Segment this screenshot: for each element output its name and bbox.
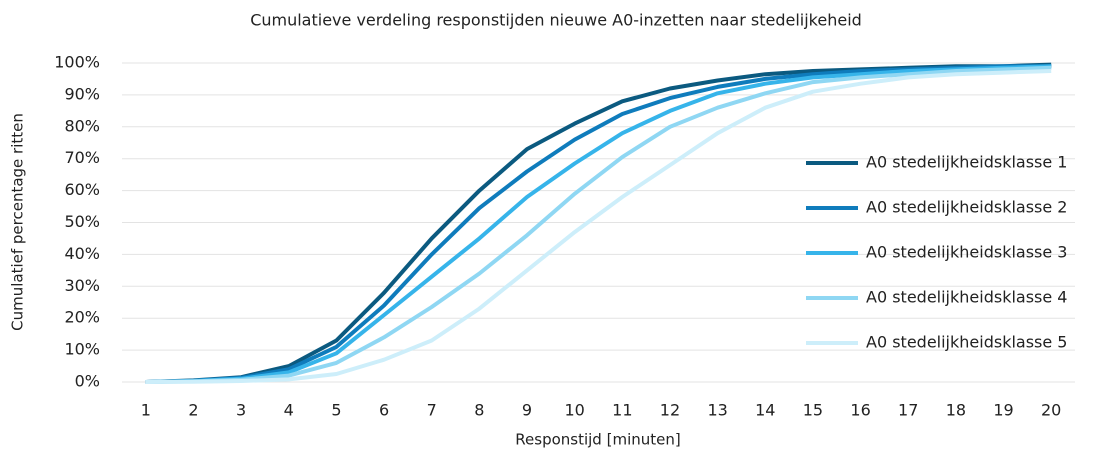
x-tick-label: 20: [1041, 401, 1061, 420]
x-tick-label: 19: [993, 401, 1013, 420]
x-tick-label: 7: [427, 401, 437, 420]
y-tick-label: 100%: [54, 53, 100, 72]
x-tick-label: 12: [660, 401, 680, 420]
legend-label: A0 stedelijkheidsklasse 3: [866, 243, 1067, 262]
x-tick-label: 15: [803, 401, 823, 420]
legend-label: A0 stedelijkheidsklasse 1: [866, 153, 1067, 172]
series-line: [145, 69, 1052, 384]
y-tick-label: 60%: [64, 180, 100, 199]
y-tick-label: 40%: [64, 244, 100, 263]
legend-label: A0 stedelijkheidsklasse 4: [866, 288, 1067, 307]
y-tick-label: 20%: [64, 308, 100, 327]
y-tick-label: 0%: [75, 372, 100, 391]
x-tick-label: 2: [188, 401, 198, 420]
x-tick-label: 3: [236, 401, 246, 420]
legend-label: A0 stedelijkheidsklasse 5: [866, 333, 1067, 352]
x-axis-label: Responstijd [minuten]: [515, 431, 680, 449]
y-tick-label: 50%: [64, 212, 100, 231]
x-tick-label: 16: [850, 401, 870, 420]
x-tick-label: 10: [564, 401, 584, 420]
x-tick-label: 9: [522, 401, 532, 420]
y-axis-label: Cumulatief percentage ritten: [9, 113, 27, 331]
x-tick-label: 13: [707, 401, 727, 420]
x-tick-label: 4: [284, 401, 294, 420]
y-tick-label: 80%: [64, 116, 100, 135]
y-tick-label: 10%: [64, 340, 100, 359]
legend-label: A0 stedelijkheidsklasse 2: [866, 198, 1067, 217]
y-tick-label: 30%: [64, 276, 100, 295]
x-tick-label: 11: [612, 401, 632, 420]
series-line: [145, 65, 1052, 384]
y-tick-label: 70%: [64, 148, 100, 167]
series-line: [145, 64, 1052, 384]
x-tick-label: 18: [946, 401, 966, 420]
x-tick-label: 8: [474, 401, 484, 420]
chart-title: Cumulatieve verdeling responstijden nieu…: [250, 11, 862, 30]
x-tick-label: 1: [141, 401, 151, 420]
x-tick-label: 5: [331, 401, 341, 420]
x-tick-label: 14: [755, 401, 775, 420]
x-tick-label: 6: [379, 401, 389, 420]
y-tick-label: 90%: [64, 84, 100, 103]
x-tick-label: 17: [898, 401, 918, 420]
